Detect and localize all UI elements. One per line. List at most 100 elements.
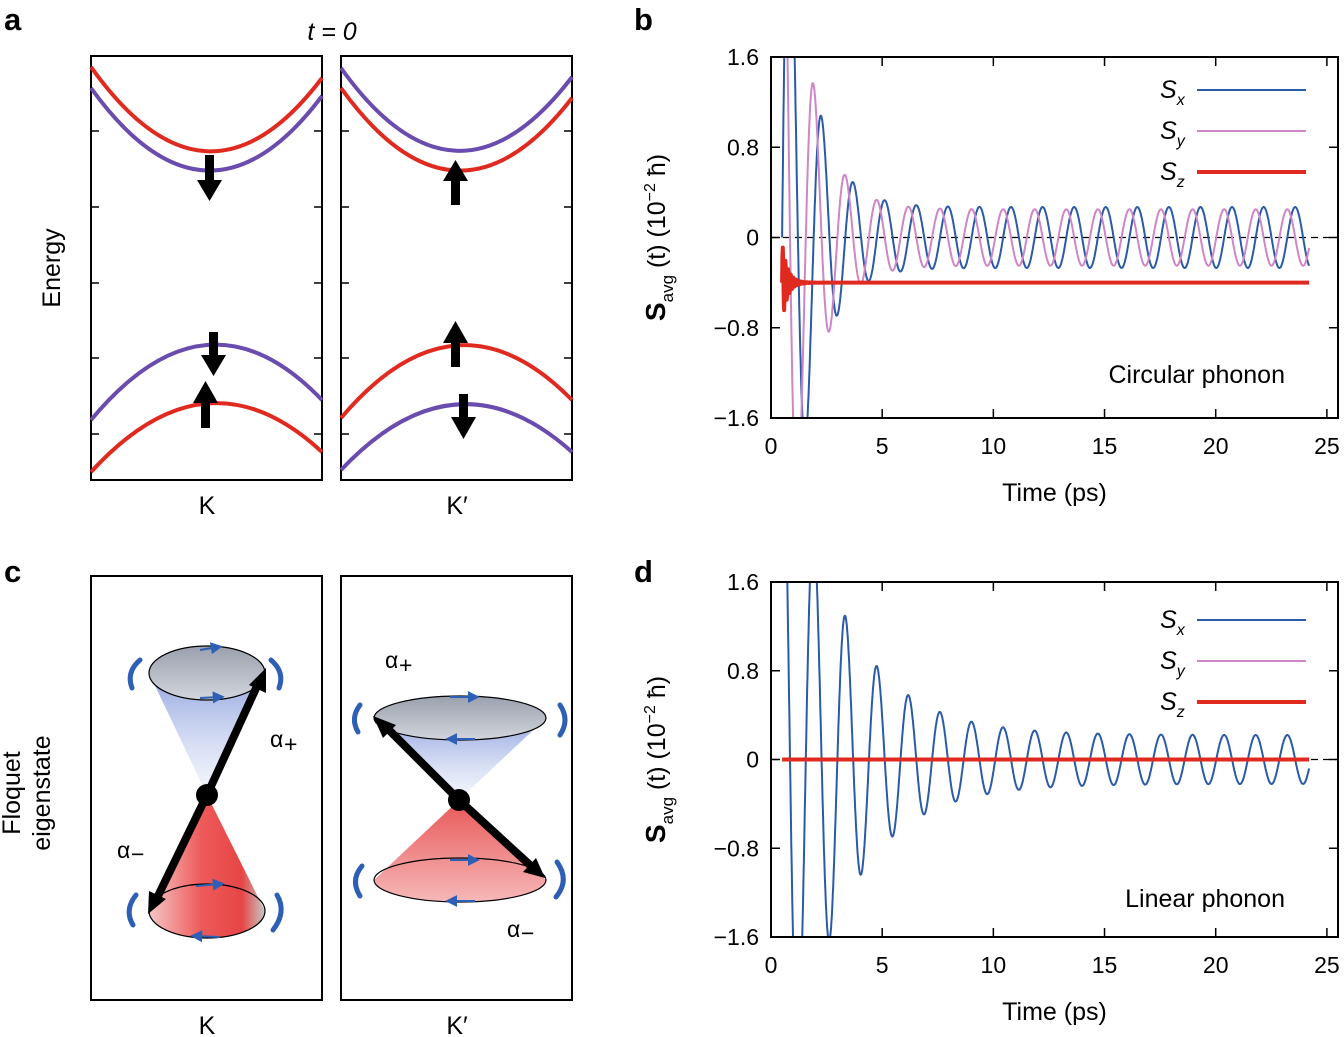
band-ticks-k-prime — [341, 130, 572, 435]
band-box-k-prime: K′ — [339, 55, 574, 520]
legend-sub: x — [1176, 622, 1186, 639]
series-group — [780, 582, 1311, 937]
x-tick-label: 20 — [1203, 952, 1229, 978]
alpha-plus-vector-kp — [384, 725, 462, 803]
floquet-frame-k-prime — [340, 575, 573, 1001]
alpha-plus-symbol-k: α — [270, 726, 283, 752]
valley-label-k-c: K — [199, 1012, 216, 1037]
lower-cone-kp — [374, 800, 546, 902]
spin-down-arrow-k-vb — [201, 332, 226, 376]
x-axis-label: Time (ps) — [1002, 479, 1107, 507]
legend-label: Sx — [1160, 76, 1186, 109]
chart-d: d 0 5 10 15 20 25 −1.6 −0.8 0 0.8 1.6 Time (ps) Savg … — [634, 554, 1340, 1026]
x-tick-label: 20 — [1203, 433, 1229, 459]
legend-sub: z — [1176, 174, 1185, 191]
legend-symbol: S — [1160, 688, 1177, 716]
alpha-minus-vector-kp — [456, 797, 534, 869]
panel-c-letter: c — [4, 554, 21, 589]
x-tick-label: 25 — [1314, 433, 1340, 459]
energy-axis-label: Energy — [38, 228, 66, 308]
legend-symbol: S — [1160, 158, 1177, 186]
cone-apex-kp — [448, 789, 470, 811]
y-tick-label: 0 — [746, 225, 759, 251]
alpha-plus-symbol-kp: α — [385, 647, 398, 673]
legend-label: Sz — [1160, 688, 1185, 721]
spin-up-arrow-kp-vb — [443, 321, 468, 367]
band-frame-k-prime — [340, 55, 573, 481]
x-tick-label: 0 — [765, 433, 778, 459]
upper-cone-kp — [374, 718, 546, 800]
conduction-band-upper-k — [89, 65, 324, 154]
alpha-plus-label-kp: α + — [385, 647, 412, 678]
y-label-rest: (t) (10 — [643, 723, 671, 797]
curved-arrows-k — [126, 657, 284, 933]
panel-d-letter: d — [634, 554, 653, 589]
y-label-exp: −2 — [642, 705, 659, 723]
y-tick-label: −1.6 — [714, 924, 759, 950]
x-tick-label: 10 — [981, 952, 1007, 978]
y-label-symbol: S — [640, 302, 671, 321]
valence-band-lower-k-prime — [339, 402, 574, 472]
legend-symbol: S — [1160, 606, 1177, 634]
conduction-band-lower-k-prime — [339, 86, 574, 173]
alpha-minus-label-k: α − — [117, 837, 144, 867]
legend-label: Sx — [1160, 606, 1186, 639]
legend-label: Sy — [1160, 117, 1186, 150]
x-tick-label: 5 — [876, 952, 889, 978]
lower-cone-k — [149, 795, 265, 938]
y-axis-label: Savg (t) (10−2 ħ) — [640, 676, 677, 843]
floquet-box-k: α + α − K — [90, 575, 323, 1037]
spin-down-arrow-kp-vb — [451, 394, 476, 439]
valley-label-k: K — [199, 492, 216, 520]
rotation-arrows-kp — [445, 691, 480, 907]
alpha-minus-arrowhead-k — [148, 891, 166, 914]
x-tick-label: 15 — [1092, 433, 1118, 459]
series-line-sx — [786, 582, 1311, 937]
y-label-rest: (t) (10 — [643, 201, 671, 275]
y-tick-label: 0 — [746, 747, 759, 773]
alpha-plus-sub-kp: + — [399, 652, 412, 678]
series-line-sy — [786, 57, 1311, 418]
alpha-plus-arrowhead-kp — [373, 716, 396, 738]
y-tick-label: 0.8 — [727, 134, 759, 160]
floquet-label-line1: Floquet — [0, 751, 26, 834]
y-label-exp: −2 — [642, 183, 659, 201]
y-label-sub: avg — [658, 275, 677, 302]
upper-disk-k — [148, 645, 266, 701]
panel-c: c Floquet eigenstate — [0, 554, 573, 1037]
x-tick-label: 15 — [1092, 952, 1118, 978]
cone-apex-k — [196, 784, 218, 806]
band-ticks-k — [91, 130, 322, 435]
legend-symbol: S — [1160, 117, 1177, 145]
rotation-arrows-k — [190, 642, 225, 943]
y-label-sub: avg — [658, 797, 677, 824]
panel-b-letter: b — [634, 2, 653, 37]
floquet-box-k-prime: α + α − K′ — [340, 575, 573, 1037]
x-axis-label: Time (ps) — [1002, 998, 1107, 1026]
alpha-plus-vector-k — [203, 682, 262, 797]
y-tick-label: −1.6 — [714, 405, 759, 431]
band-box-k: K — [89, 55, 324, 520]
chart-b: b 0 5 10 15 20 25 −1.6 −0.8 0 0.8 1.6 Time (ps) Savg … — [634, 2, 1340, 507]
alpha-minus-sub-kp: − — [521, 920, 534, 946]
upper-disk-kp — [373, 695, 547, 741]
alpha-minus-label-kp: α − — [507, 916, 534, 946]
series-line-sx — [781, 57, 1311, 418]
y-tick-label: 0.8 — [727, 658, 759, 684]
upper-cone-k — [149, 673, 265, 795]
spin-up-arrow-kp-cb — [443, 160, 468, 205]
y-tick-label: −0.8 — [714, 835, 759, 861]
band-frame-k — [90, 55, 323, 481]
spin-down-arrow-k-cb — [197, 155, 222, 201]
spin-up-arrow-k-vb — [193, 381, 218, 428]
alpha-plus-arrowhead-k — [249, 668, 266, 693]
alpha-minus-arrowhead-kp — [523, 858, 545, 878]
alpha-minus-vector-k — [153, 793, 211, 900]
series-group — [780, 57, 1311, 418]
y-tick-label: 1.6 — [727, 569, 759, 595]
y-label-unit: ħ) — [643, 676, 671, 705]
alpha-minus-sub-k: − — [131, 841, 144, 867]
x-tick-label: 25 — [1314, 952, 1340, 978]
y-label-unit: ħ) — [643, 154, 671, 183]
